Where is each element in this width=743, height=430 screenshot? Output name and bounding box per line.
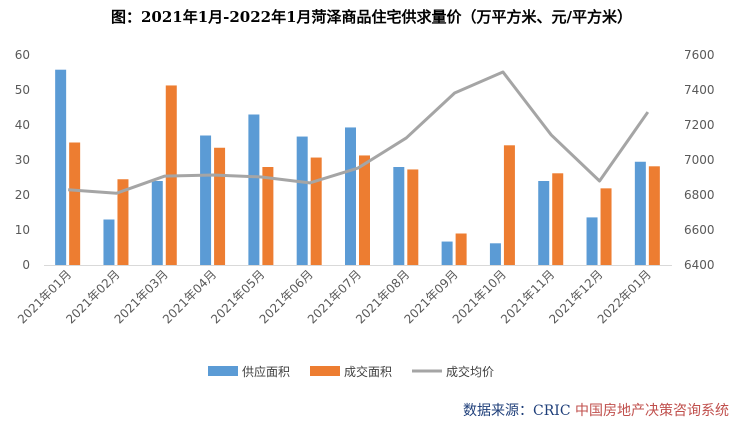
bar-deal [359,155,370,265]
bar-supply [538,181,550,265]
source-prefix: 数据来源：CRIC [463,403,575,419]
bar-supply [200,135,212,265]
bar-deal [69,142,81,265]
bar-deal [600,188,612,265]
legend-swatch [208,366,238,376]
y2-tick-label: 7000 [684,153,715,167]
bar-supply [586,217,598,265]
bar-deal [214,147,226,265]
bar-deal [503,145,515,265]
y-tick-label: 0 [22,258,30,272]
legend-label: 成交面积 [344,364,392,379]
y-tick-label: 30 [15,153,30,167]
y-tick-label: 60 [15,48,30,62]
bar-supply [634,161,646,265]
bar-deal [552,173,564,265]
bar-supply [248,114,260,265]
chart-title: 图：2021年1月-2022年1月菏泽商品住宅供求量价（万平方米、元/平方米） [110,8,633,26]
bar-supply [441,241,453,265]
bar-supply [55,69,67,265]
source-brand: 中国房地产决策咨询系统 [575,403,729,419]
y-tick-label: 10 [15,223,30,237]
y2-tick-label: 7400 [684,83,715,97]
bar-deal [455,233,467,265]
y-tick-label: 20 [15,188,30,202]
legend-swatch [310,366,340,376]
bar-supply [151,181,163,265]
bar-supply [296,136,308,265]
y2-tick-label: 6600 [684,223,715,237]
bar-supply [345,127,356,265]
bar-supply [103,219,115,265]
y2-tick-label: 7200 [684,118,715,132]
legend-label: 成交均价 [446,364,494,379]
bar-deal [407,169,419,265]
y2-tick-label: 6400 [684,258,715,272]
bar-deal [310,157,322,265]
y-tick-label: 50 [15,83,30,97]
bar-deal [262,167,274,265]
data-source: 数据来源：CRIC 中国房地产决策咨询系统 [463,400,729,420]
y2-tick-label: 7600 [684,48,715,62]
bar-deal [648,166,660,265]
bar-supply [393,167,405,265]
y2-tick-label: 6800 [684,188,715,202]
legend-label: 供应面积 [242,364,290,379]
bar-supply [489,243,501,265]
bar-deal [117,179,129,265]
y-tick-label: 40 [15,118,30,132]
